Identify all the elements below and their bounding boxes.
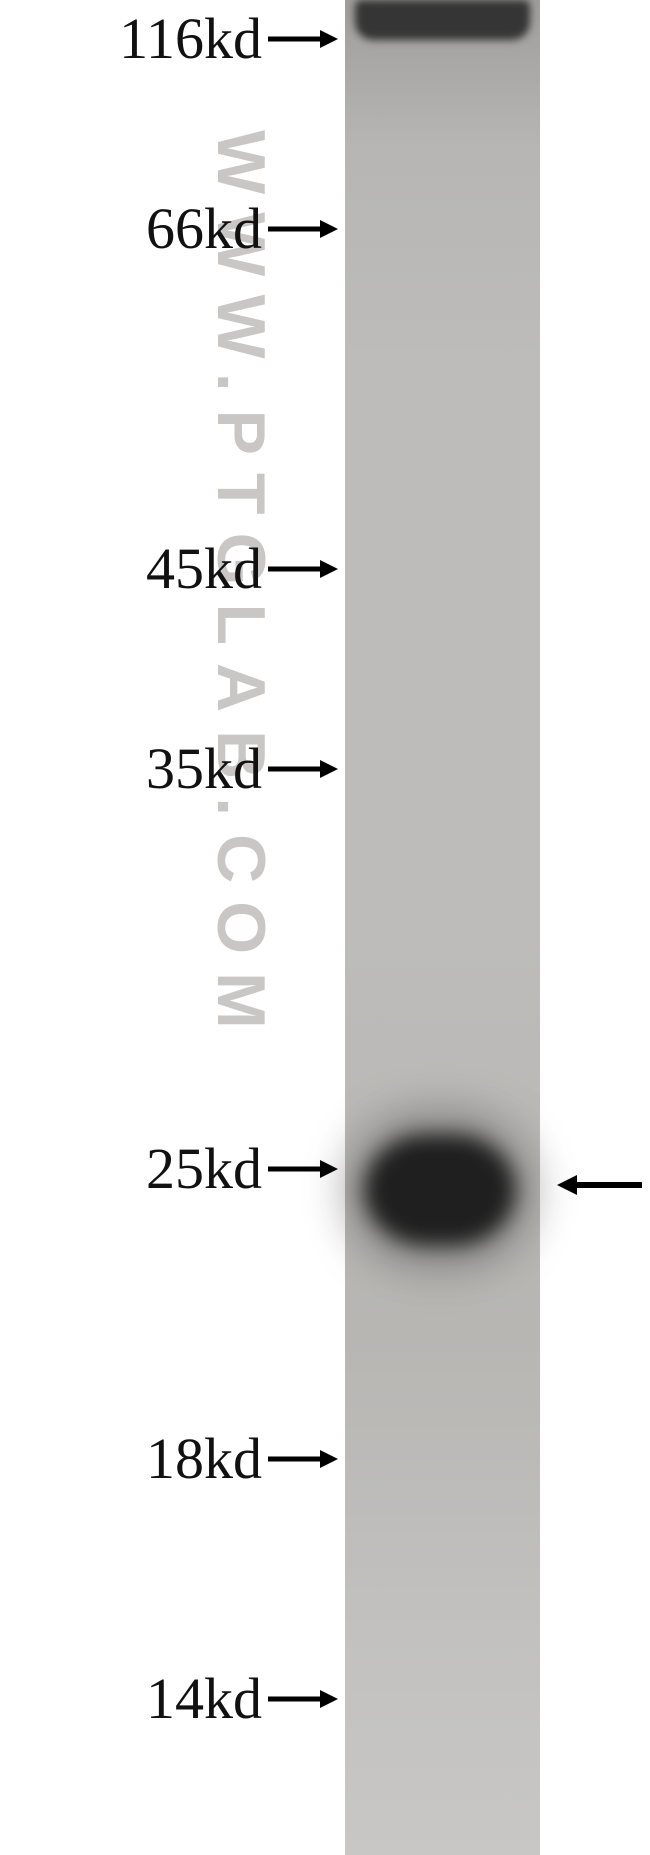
top-residual-band: [355, 0, 530, 40]
marker-row-66kd: 66kd: [146, 195, 338, 262]
marker-row-116kd: 116kd: [119, 5, 338, 72]
arrow-right-icon: [268, 215, 338, 243]
band-pointer-arrow: [557, 1169, 642, 1201]
marker-row-14kd: 14kd: [146, 1665, 338, 1732]
marker-row-45kd: 45kd: [146, 535, 338, 602]
marker-row-18kd: 18kd: [146, 1425, 338, 1492]
marker-label: 14kd: [146, 1665, 262, 1732]
blot-lane: [345, 0, 540, 1855]
marker-label: 66kd: [146, 195, 262, 262]
marker-label: 116kd: [119, 5, 262, 72]
arrow-right-icon: [268, 25, 338, 53]
arrow-right-icon: [268, 555, 338, 583]
arrow-right-icon: [268, 1155, 338, 1183]
main-25kd-band: [365, 1135, 515, 1245]
marker-label: 35kd: [146, 735, 262, 802]
marker-row-25kd: 25kd: [146, 1135, 338, 1202]
marker-label: 18kd: [146, 1425, 262, 1492]
arrow-right-icon: [268, 1445, 338, 1473]
marker-row-35kd: 35kd: [146, 735, 338, 802]
arrow-right-icon: [268, 1685, 338, 1713]
marker-label: 45kd: [146, 535, 262, 602]
arrow-right-icon: [268, 755, 338, 783]
marker-label: 25kd: [146, 1135, 262, 1202]
